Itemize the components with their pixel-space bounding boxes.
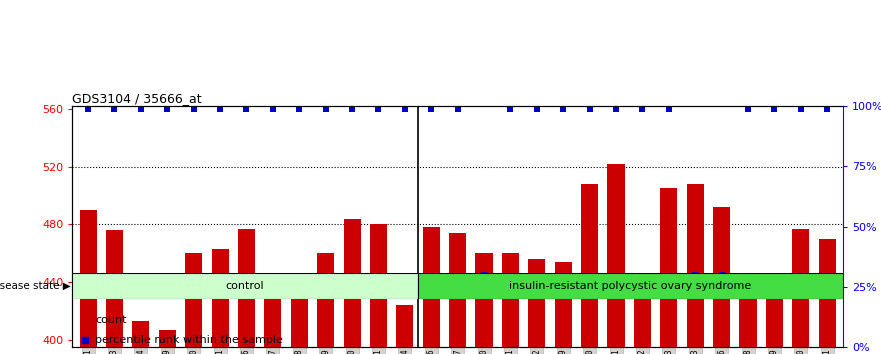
Point (477, 272, 491, 278)
Point (372, 106, 386, 112)
Bar (792, 229, 810, 347)
Text: GDS3104 / 35666_at: GDS3104 / 35666_at (72, 92, 202, 105)
Bar (317, 253, 334, 347)
Bar (291, 281, 307, 347)
Bar (418, 273, 843, 299)
Bar (502, 253, 519, 347)
Point (81, 106, 95, 112)
Point (292, 106, 307, 112)
Bar (555, 262, 572, 347)
Point (582, 106, 596, 112)
Bar (264, 299, 281, 347)
Point (345, 106, 359, 112)
Bar (238, 229, 255, 347)
Point (213, 106, 227, 112)
Point (556, 106, 570, 112)
Point (240, 106, 254, 112)
Point (794, 106, 808, 112)
Bar (581, 184, 598, 347)
Bar (660, 188, 677, 347)
Bar (608, 164, 625, 347)
Text: count: count (95, 315, 127, 325)
Point (319, 106, 333, 112)
Bar (159, 330, 176, 347)
Bar (396, 305, 413, 347)
Bar (686, 184, 704, 347)
Point (635, 106, 649, 112)
Point (160, 106, 174, 112)
Point (425, 106, 439, 112)
Point (450, 106, 465, 112)
Text: insulin-resistant polycystic ovary syndrome: insulin-resistant polycystic ovary syndr… (509, 281, 751, 291)
Bar (476, 253, 492, 347)
Point (688, 272, 702, 278)
Point (714, 272, 729, 278)
Point (767, 106, 781, 112)
Bar (818, 239, 836, 347)
Point (266, 106, 280, 112)
Point (609, 106, 623, 112)
Bar (344, 219, 360, 347)
Bar (713, 207, 730, 347)
Point (107, 106, 122, 112)
Bar (370, 224, 387, 347)
Point (187, 106, 201, 112)
Bar (634, 289, 651, 347)
Point (503, 106, 517, 112)
Bar (423, 227, 440, 347)
Bar (79, 210, 97, 347)
Point (662, 106, 676, 112)
Bar (185, 253, 203, 347)
Bar (106, 230, 123, 347)
Bar (766, 298, 783, 347)
Text: disease state ▶: disease state ▶ (0, 281, 70, 291)
Point (529, 106, 544, 112)
Bar (529, 259, 545, 347)
Bar (449, 233, 466, 347)
Bar (72, 273, 418, 299)
Bar (132, 321, 150, 347)
Point (820, 106, 834, 112)
Point (134, 106, 148, 112)
Point (741, 106, 755, 112)
Bar (211, 249, 229, 347)
Text: percentile rank within the sample: percentile rank within the sample (95, 335, 283, 345)
Point (398, 106, 412, 112)
Bar (739, 296, 757, 347)
Text: control: control (226, 281, 264, 291)
